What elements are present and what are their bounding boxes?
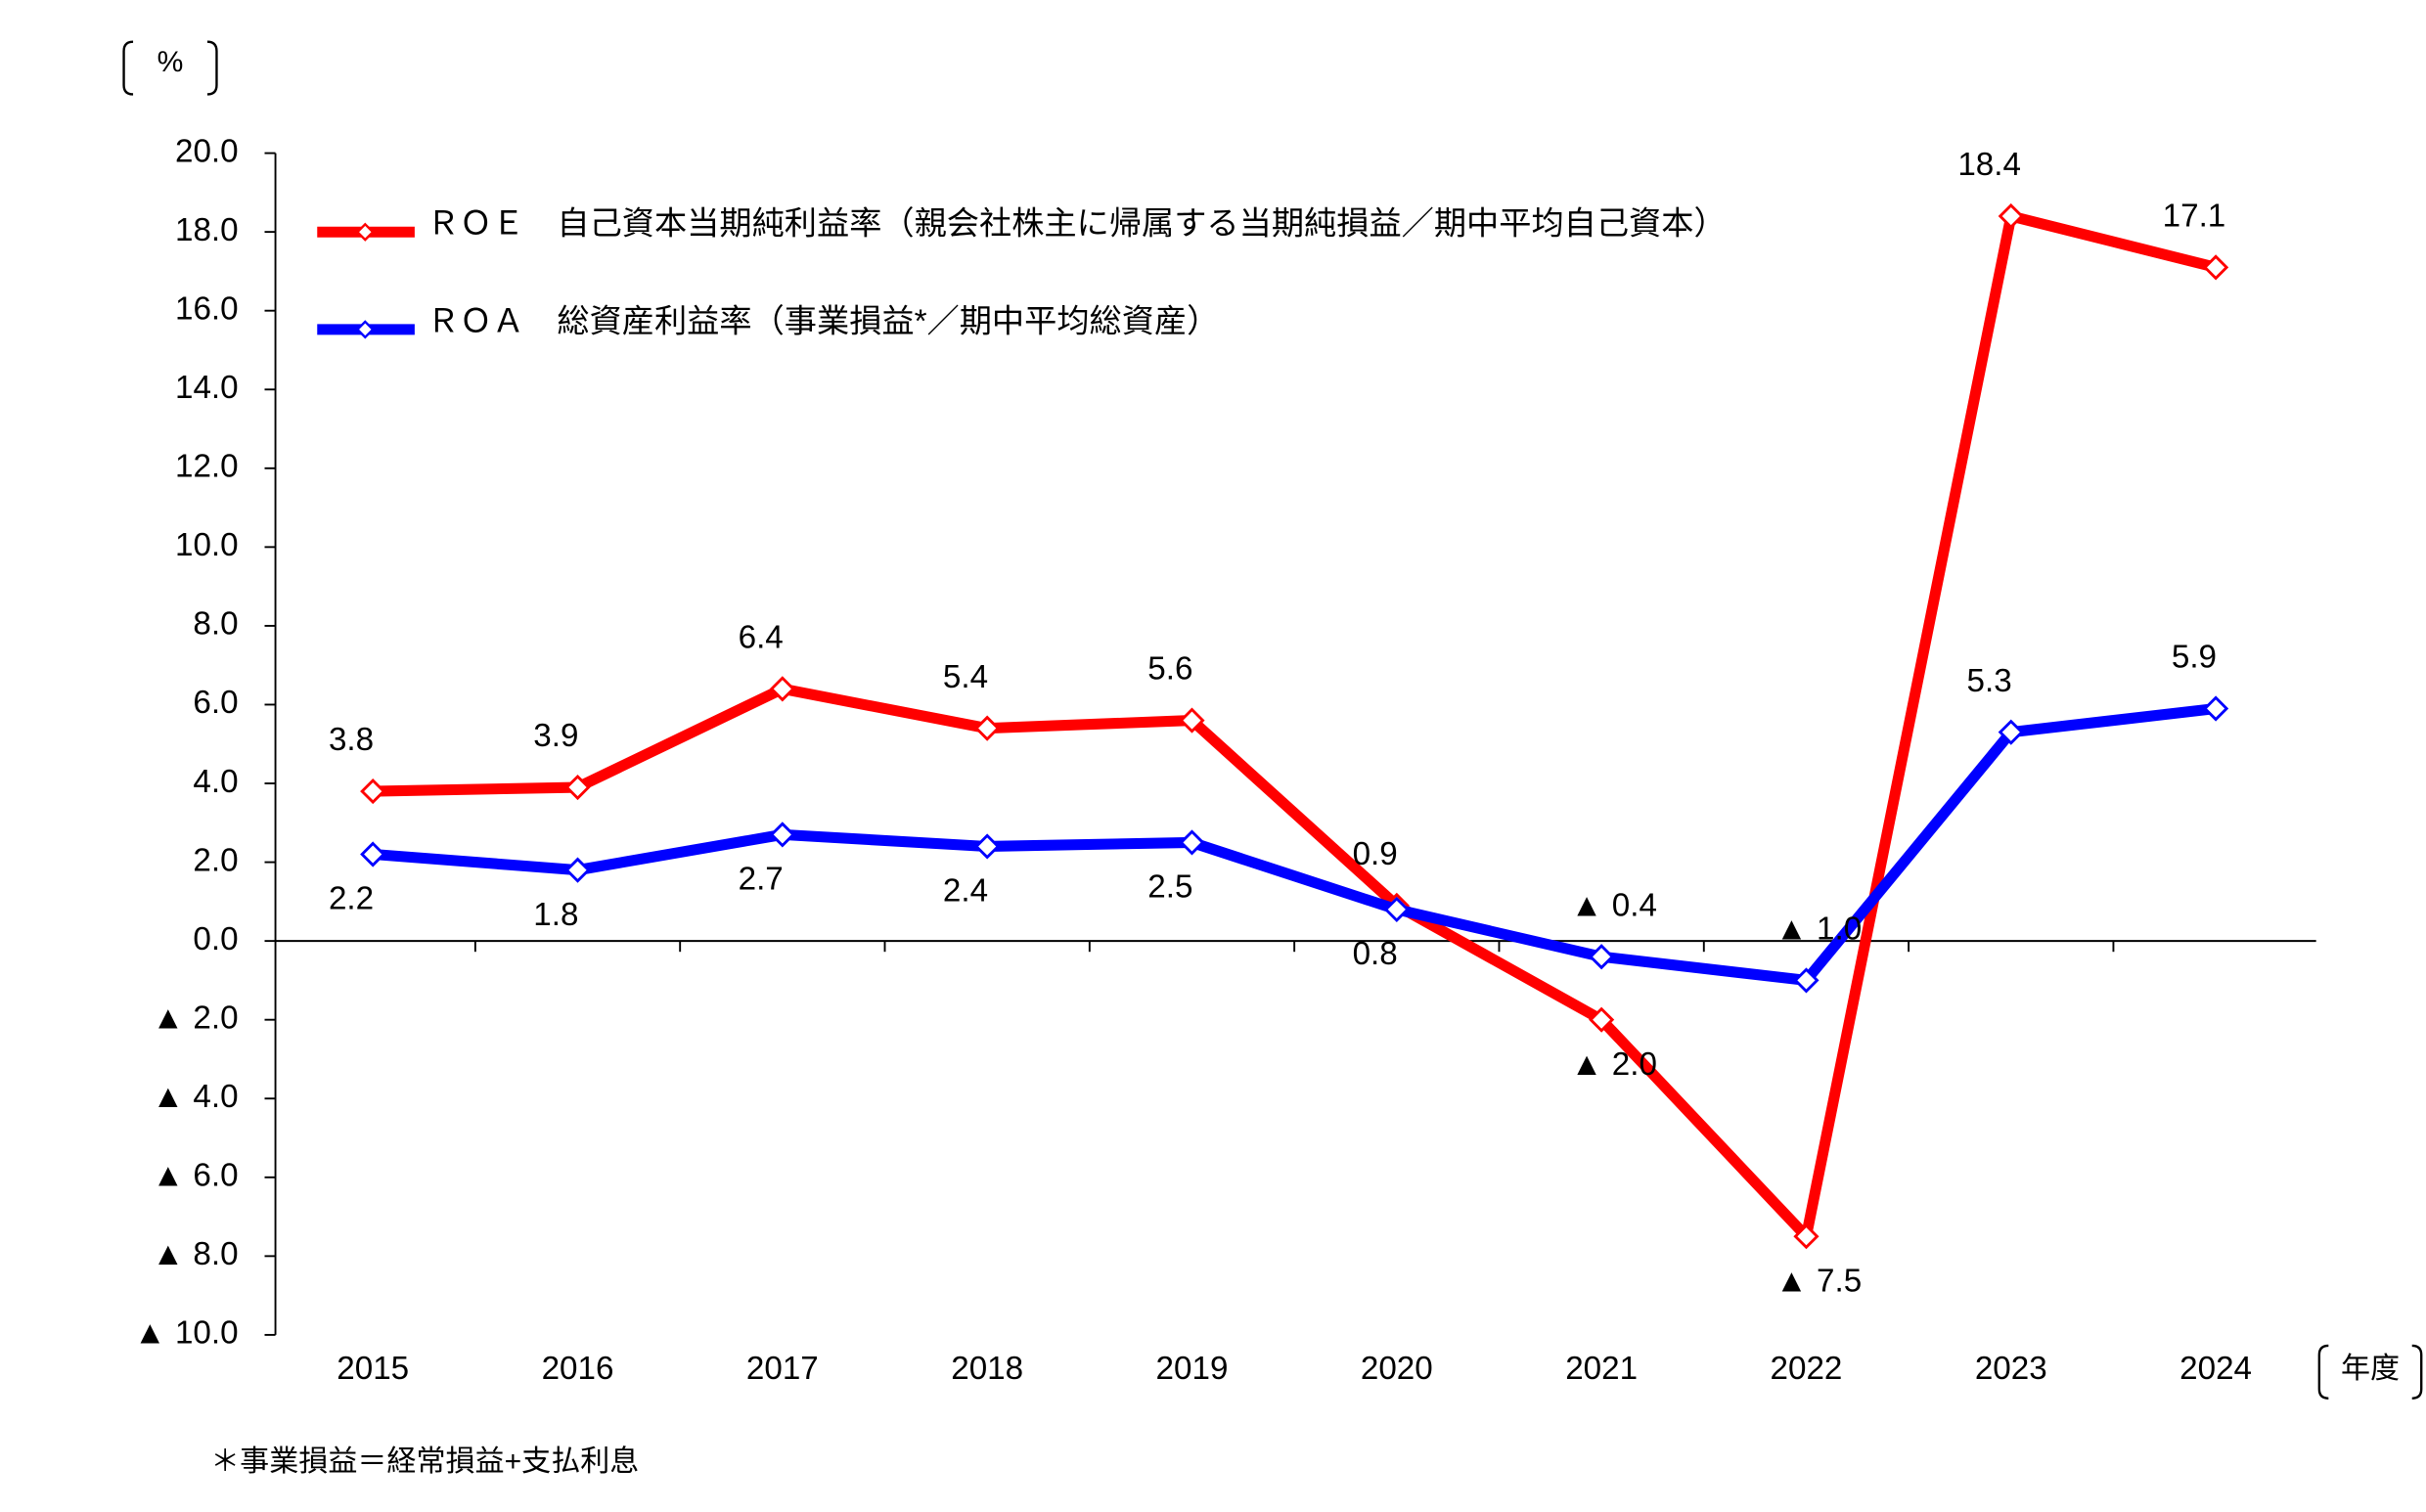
legend-marker	[355, 222, 375, 242]
value-label: 1.8	[533, 897, 578, 933]
marker	[974, 715, 1001, 741]
x-tick-label: 2019	[1156, 1351, 1229, 1387]
value-label: ▲ 0.4	[1571, 887, 1657, 923]
marker	[1998, 719, 2024, 745]
y-tick-label: 12.0	[175, 449, 239, 485]
value-label: 2.5	[1147, 869, 1192, 906]
line	[372, 702, 2217, 986]
value-label: 0.8	[1353, 936, 1398, 972]
legend-label: ＲＯＥ 自己資本当期純利益率（親会社株主に帰属する当期純損益／期中平均自己資本）	[427, 206, 1727, 243]
y-tick-label: ▲ 6.0	[152, 1158, 238, 1194]
y-unit: %	[157, 46, 184, 78]
value-label: 2.2	[329, 881, 374, 917]
x-tick-label: 2020	[1361, 1351, 1433, 1387]
bracket	[2317, 1344, 2329, 1400]
y-tick-label: 20.0	[175, 133, 239, 169]
marker	[769, 822, 795, 848]
bracket	[122, 40, 134, 96]
line	[373, 210, 2218, 1242]
marker	[564, 857, 591, 883]
marker	[360, 841, 386, 867]
x-tick-label: 2024	[2179, 1351, 2252, 1387]
value-label: 0.9	[1353, 836, 1398, 872]
value-label: ▲ 1.0	[1775, 912, 1862, 948]
y-tick-label: ▲ 4.0	[152, 1079, 238, 1115]
value-label: 2.7	[739, 862, 784, 898]
y-tick-label: 14.0	[175, 370, 239, 406]
marker	[1589, 944, 1615, 970]
x-unit: 年度	[2341, 1353, 2400, 1385]
y-tick-label: ▲ 10.0	[134, 1315, 239, 1352]
x-tick-label: 2018	[951, 1351, 1023, 1387]
footnote: ＊事業損益＝経常損益+支払利息	[210, 1445, 639, 1478]
marker	[1589, 1006, 1615, 1033]
x-tick-label: 2015	[337, 1351, 409, 1387]
marker	[564, 774, 591, 801]
y-tick-label: ▲ 2.0	[152, 1000, 238, 1036]
y-tick-label: 8.0	[193, 606, 238, 643]
x-tick-label: 2022	[1771, 1351, 1843, 1387]
marker	[2203, 695, 2229, 722]
marker	[769, 676, 795, 702]
y-tick-label: 2.0	[193, 842, 238, 878]
marker	[1179, 707, 1205, 734]
marker	[1793, 967, 1820, 994]
y-tick-label: 6.0	[193, 685, 238, 721]
marker	[974, 833, 1001, 860]
value-label: 18.4	[1957, 147, 2021, 183]
bracket	[2411, 1344, 2423, 1400]
y-tick-label: 16.0	[175, 290, 239, 327]
x-tick-label: 2021	[1565, 1351, 1638, 1387]
value-label: 6.4	[739, 620, 784, 656]
x-tick-label: 2017	[746, 1351, 819, 1387]
y-tick-label: 10.0	[175, 527, 239, 563]
value-label: ▲ 2.0	[1571, 1046, 1657, 1083]
y-tick-label: 4.0	[193, 764, 238, 800]
value-label: 5.6	[1147, 651, 1192, 688]
marker	[360, 778, 386, 805]
value-label: 5.4	[943, 659, 988, 695]
marker	[1383, 896, 1410, 922]
marker	[2203, 254, 2229, 281]
bracket	[206, 40, 218, 96]
value-label: 3.9	[533, 718, 578, 754]
y-tick-label: ▲ 8.0	[152, 1236, 238, 1272]
value-label: 17.1	[2163, 199, 2226, 235]
value-label: 2.4	[943, 873, 988, 910]
value-label: 3.8	[329, 722, 374, 758]
value-label: 5.9	[2172, 640, 2217, 676]
legend-label: ＲＯＡ 総資産利益率（事業損益*／期中平均総資産）	[427, 303, 1220, 339]
legend-marker	[355, 320, 375, 339]
x-tick-label: 2016	[542, 1351, 614, 1387]
marker	[1179, 829, 1205, 856]
marker	[1793, 1223, 1820, 1250]
value-label: ▲ 7.5	[1775, 1263, 1862, 1299]
value-label: 5.3	[1967, 663, 2012, 699]
y-tick-label: 18.0	[175, 212, 239, 248]
y-tick-label: 0.0	[193, 921, 238, 957]
marker	[1998, 202, 2024, 230]
x-tick-label: 2023	[1975, 1351, 2047, 1387]
